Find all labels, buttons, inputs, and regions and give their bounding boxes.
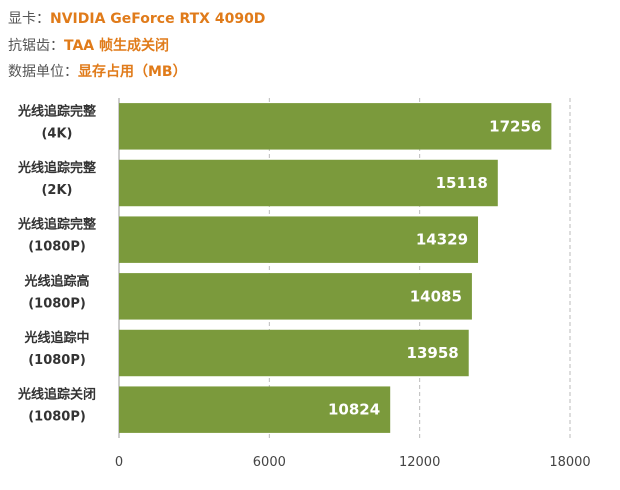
aa-value: TAA 帧生成关闭 [64,38,170,54]
data-label: 15118 [436,174,488,192]
gpu-key: 显卡： [8,11,50,27]
category-label: (4K) [41,126,72,141]
aa-line: 抗锯齿：TAA 帧生成关闭 [8,37,169,55]
bar [119,159,498,207]
bar [119,386,391,433]
category-label: 光线追踪中 [23,330,89,346]
x-tick-label: 18000 [549,455,590,470]
gpu-line: 显卡：NVIDIA GeForce RTX 4090D [8,10,265,28]
gpu-value: NVIDIA GeForce RTX 4090D [50,11,266,27]
category-label: (1080P) [28,353,86,368]
category-label: (1080P) [28,296,86,311]
data-label: 14329 [416,231,468,249]
unit-value: 显存占用（MB） [78,64,187,80]
bar [119,329,469,377]
category-label: (1080P) [28,410,86,425]
unit-line: 数据单位：显存占用（MB） [8,63,187,81]
category-label: 光线追踪完整 [17,160,97,176]
data-label: 13958 [407,344,459,362]
unit-key: 数据单位： [8,64,78,80]
category-label: (1080P) [28,240,86,255]
category-label: 光线追踪完整 [17,217,97,233]
bar [119,273,472,320]
category-label: (2K) [41,183,72,198]
category-label: 光线追踪高 [23,273,89,289]
data-label: 17256 [489,117,541,135]
data-label: 10824 [328,401,380,419]
category-label: 光线追踪完整 [17,103,97,119]
x-tick-label: 6000 [253,455,286,470]
data-label: 14085 [410,287,462,305]
category-label: 光线追踪关闭 [17,387,96,403]
bar [119,216,479,263]
bar [119,103,552,150]
x-tick-label: 0 [115,455,123,470]
aa-key: 抗锯齿： [8,38,64,54]
x-tick-label: 12000 [399,455,440,470]
